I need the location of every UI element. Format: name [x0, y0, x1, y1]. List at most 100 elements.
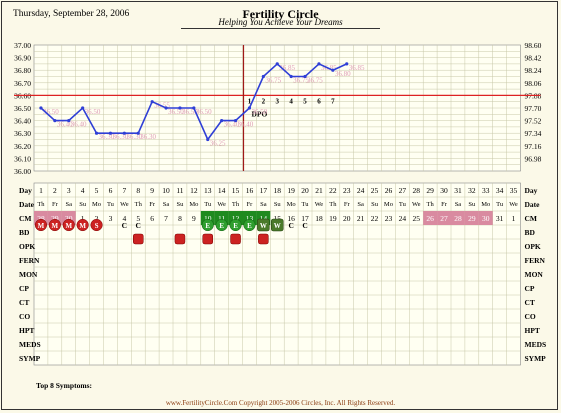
date-number: 24	[399, 214, 407, 223]
cm-watery-marker	[257, 218, 270, 232]
cm-eggwhite-text: E	[219, 222, 224, 230]
temperature-point	[94, 131, 99, 135]
day-number: 22	[329, 186, 337, 195]
row-label-right: CO	[525, 312, 536, 321]
day-number: 2	[53, 186, 57, 195]
date-number: 19	[329, 214, 337, 223]
temperature-point	[261, 74, 265, 79]
row-label-left: SYMP	[19, 354, 41, 363]
y-tick-fahrenheit: 98.06	[525, 79, 542, 88]
y-tick-fahrenheit: 98.42	[525, 54, 542, 63]
temp-label: 36.30	[126, 133, 142, 141]
date-number: 15	[274, 214, 282, 223]
weekday: Tu	[496, 201, 504, 208]
cm-eggwhite-marker	[215, 218, 228, 232]
weekday: Su	[177, 201, 185, 208]
temp-label: 36.50	[251, 108, 267, 116]
temperature-point	[164, 106, 168, 110]
day-number: 24	[357, 186, 365, 195]
day-number: 30	[440, 186, 448, 195]
weekday: Mo	[287, 201, 296, 208]
temperature-point	[122, 131, 126, 135]
date-number: 9	[192, 214, 196, 223]
cm-menses-marker	[62, 218, 75, 232]
day-number: 31	[454, 186, 462, 195]
bd-heart-icon	[202, 233, 213, 245]
cm-watery-text: W	[274, 222, 281, 230]
temperature-point	[303, 74, 307, 79]
row-label-right: Day	[525, 186, 538, 195]
temperature-point	[178, 106, 182, 110]
day-number: 5	[95, 186, 99, 195]
date-number: 31	[496, 214, 504, 223]
weekday: Su	[468, 201, 476, 208]
row-label-right: CM	[525, 214, 538, 223]
temperature-point	[108, 131, 113, 135]
date-number: 28	[454, 214, 462, 223]
day-number: 13	[204, 186, 212, 195]
row-label-left: Day	[19, 186, 32, 195]
temp-label: 36.30	[112, 133, 128, 141]
temp-label: 36.75	[265, 77, 281, 85]
row-label-left: CM	[19, 214, 32, 223]
date-number: 4	[122, 214, 126, 223]
date-number: 28	[37, 214, 45, 223]
date-cell-period	[451, 211, 465, 225]
temp-label: 36.85	[279, 64, 295, 72]
data-grid	[33, 182, 521, 366]
cm-menses-marker	[34, 218, 48, 232]
temperature-point	[220, 119, 224, 123]
weekday: Sa	[66, 201, 73, 208]
y-tick-celsius: 36.00	[14, 167, 31, 176]
day-number: 35	[510, 186, 518, 195]
y-tick-celsius: 36.80	[14, 66, 31, 75]
temp-label: 36.40	[71, 121, 87, 129]
dpo-number: 4	[289, 97, 293, 105]
row-label-right: MEDS	[525, 340, 547, 349]
day-number: 19	[287, 186, 295, 195]
cm-eggwhite-marker	[243, 218, 256, 232]
dpo-number: 2	[262, 97, 266, 105]
date-cell-period	[437, 211, 451, 225]
temp-label: 36.40	[238, 121, 254, 129]
cm-eggwhite-text: E	[205, 222, 210, 230]
date-cell-period	[464, 211, 479, 225]
weekday: Fr	[247, 201, 254, 208]
cm-menses-marker	[76, 218, 89, 232]
weekday: We	[509, 201, 518, 208]
temp-label: 36.80	[335, 70, 351, 78]
weekday: Sa	[260, 201, 267, 208]
temperature-point	[247, 106, 252, 110]
weekday: Tu	[107, 201, 115, 208]
date-number: 23	[385, 214, 393, 223]
date-number: 10	[204, 214, 212, 223]
weekday: Su	[371, 201, 379, 208]
date-number: 20	[343, 214, 351, 223]
cm-eggwhite-marker	[201, 218, 214, 232]
temp-label: 36.25	[210, 140, 226, 148]
cm-creamy-text: C	[136, 221, 141, 230]
date-number: 11	[218, 214, 225, 223]
y-tick-fahrenheit: 97.16	[525, 142, 542, 151]
row-label-left: Date	[19, 200, 35, 209]
dpo-number: 3	[276, 97, 280, 105]
day-number: 34	[496, 186, 504, 195]
chart-title: Fertility Circle	[242, 7, 319, 21]
temp-label: 36.50	[182, 108, 198, 116]
temperature-point	[150, 100, 154, 104]
day-number: 33	[482, 186, 490, 195]
temperature-point	[345, 62, 349, 66]
temp-label: 36.85	[349, 64, 365, 72]
temp-label: 36.40	[57, 121, 73, 129]
bd-heart-icon	[174, 233, 186, 245]
day-number: 12	[190, 186, 198, 195]
row-label-right: CP	[525, 284, 535, 293]
footer-copyright: www.FertilityCircle.Com Copyright 2005-2…	[165, 399, 396, 407]
temp-label: 36.50	[168, 108, 184, 116]
temp-label: 36.75	[293, 77, 309, 85]
temp-label: 36.30	[140, 133, 156, 141]
weekday: Fr	[344, 201, 351, 208]
weekday: Sa	[163, 201, 170, 208]
top-symptoms-label: Top 8 Symptoms:	[36, 381, 92, 390]
